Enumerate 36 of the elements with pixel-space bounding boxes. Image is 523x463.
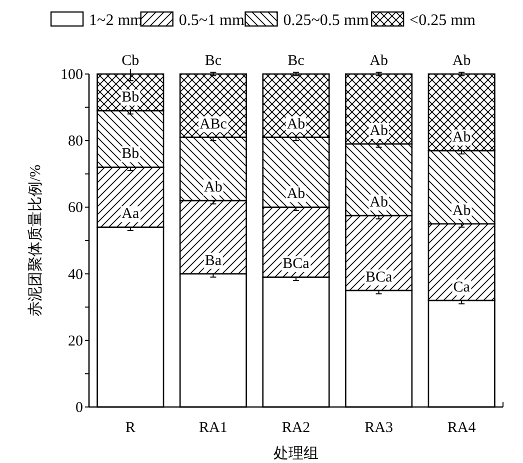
annotation: Ab xyxy=(452,130,471,146)
x-axis-title: 处理组 xyxy=(274,445,318,462)
x-tick-label: RA1 xyxy=(199,420,228,436)
annotation: ABc xyxy=(199,116,228,132)
annotation: BCa xyxy=(365,269,392,286)
legend-label: 0.25~0.5 mm xyxy=(283,12,370,29)
annotation: Ab xyxy=(204,180,222,196)
annotation: Ab xyxy=(452,202,471,219)
annotation: Bc xyxy=(204,53,222,69)
x-tick-label: R xyxy=(125,420,136,436)
annotation: Bc xyxy=(288,53,305,69)
annotation: Ab xyxy=(370,194,388,211)
annotation: Cb xyxy=(122,53,140,69)
y-axis-title: 赤泥团聚体质量比例/% xyxy=(27,164,44,316)
annotation: Ab xyxy=(286,186,306,202)
annotation: BCa xyxy=(282,256,310,272)
annotation: Aa xyxy=(122,206,140,222)
annotation: Bb xyxy=(122,90,140,106)
y-tick-label: 60 xyxy=(68,200,83,216)
y-tick-label: 0 xyxy=(76,400,83,416)
y-tick-label: 20 xyxy=(68,333,83,350)
x-tick-label: RA2 xyxy=(282,420,310,436)
annotation: Ab xyxy=(370,122,388,139)
y-tick-label: 100 xyxy=(60,67,83,83)
annotation: Ba xyxy=(204,252,222,269)
annotation: Ab xyxy=(452,53,471,69)
legend-label: <0.25 mm xyxy=(410,12,476,29)
annotation: Ab xyxy=(286,116,306,132)
x-tick-label: RA3 xyxy=(364,420,393,436)
y-tick-label: 80 xyxy=(68,134,83,150)
x-tick-label: RA4 xyxy=(447,420,476,436)
y-tick-label: 40 xyxy=(68,266,83,283)
annotation: Bb xyxy=(122,146,140,162)
annotation: Ca xyxy=(453,279,470,296)
legend-label: 0.5~1 mm xyxy=(178,12,245,29)
annotation: Ab xyxy=(370,53,388,69)
